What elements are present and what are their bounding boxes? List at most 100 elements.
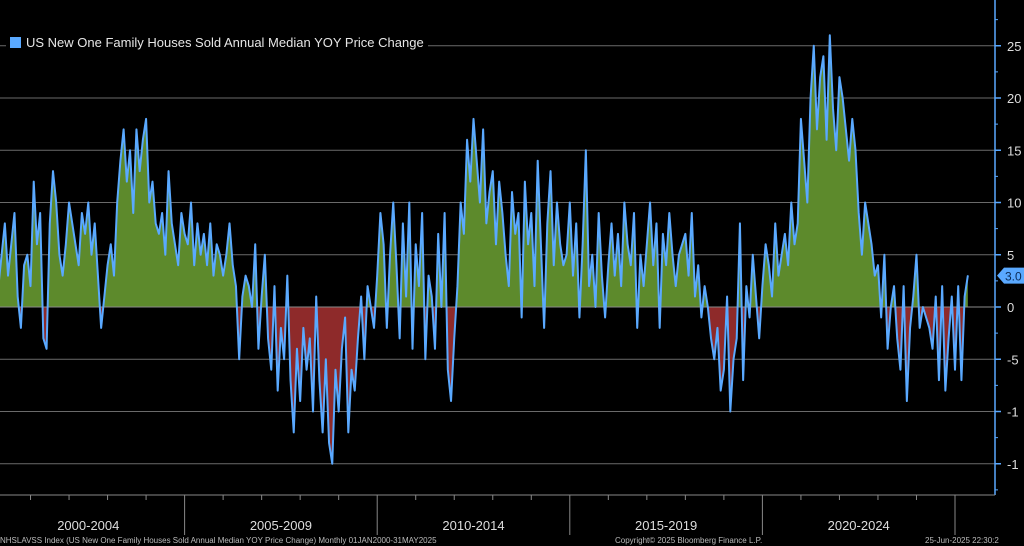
data-point bbox=[800, 118, 802, 120]
data-point bbox=[482, 128, 484, 130]
data-point bbox=[960, 379, 963, 381]
data-point bbox=[575, 222, 577, 224]
data-point bbox=[376, 275, 378, 277]
data-point bbox=[216, 243, 218, 245]
data-point bbox=[273, 285, 276, 287]
data-point bbox=[49, 222, 51, 224]
data-point bbox=[691, 212, 693, 214]
data-point bbox=[598, 212, 600, 214]
data-point bbox=[643, 285, 645, 287]
y-tick-label: 10 bbox=[1007, 196, 1021, 211]
data-point bbox=[565, 254, 568, 256]
data-point bbox=[309, 337, 311, 339]
y-tick-label: -1 bbox=[1007, 405, 1019, 420]
data-point bbox=[350, 369, 353, 371]
data-point bbox=[758, 337, 760, 339]
data-point bbox=[444, 212, 446, 214]
data-point bbox=[392, 201, 394, 204]
data-point bbox=[318, 379, 321, 381]
data-point bbox=[411, 348, 414, 350]
data-point bbox=[790, 201, 792, 204]
data-point bbox=[55, 201, 57, 204]
data-point bbox=[864, 201, 866, 204]
data-point bbox=[877, 264, 879, 266]
data-point bbox=[132, 212, 134, 214]
data-point bbox=[508, 285, 510, 287]
data-point bbox=[858, 212, 860, 214]
data-point bbox=[829, 34, 831, 36]
data-point bbox=[110, 243, 112, 245]
data-point bbox=[867, 222, 869, 224]
data-point bbox=[896, 337, 898, 339]
data-point bbox=[909, 327, 911, 329]
data-point bbox=[671, 254, 674, 256]
data-point bbox=[408, 201, 410, 204]
data-point bbox=[235, 285, 237, 287]
data-point bbox=[469, 181, 471, 183]
last-value-tag bbox=[997, 267, 1024, 284]
data-point bbox=[684, 233, 686, 235]
data-point bbox=[203, 233, 205, 235]
data-point bbox=[10, 243, 12, 245]
data-point bbox=[97, 275, 99, 277]
data-point bbox=[630, 264, 632, 266]
data-point bbox=[383, 243, 385, 245]
data-point bbox=[636, 327, 638, 329]
data-point bbox=[78, 264, 80, 266]
data-point bbox=[90, 254, 93, 256]
data-point bbox=[270, 369, 272, 371]
data-point bbox=[193, 264, 195, 266]
x-tick-label: 2010-2014 bbox=[442, 518, 504, 533]
data-point bbox=[845, 128, 847, 130]
data-point bbox=[861, 254, 863, 256]
data-point bbox=[142, 139, 144, 141]
y-tick-label: 25 bbox=[1007, 39, 1021, 54]
data-point bbox=[135, 128, 138, 130]
data-point bbox=[944, 390, 946, 392]
data-point bbox=[935, 295, 937, 298]
data-point bbox=[745, 285, 747, 287]
data-point bbox=[716, 327, 719, 329]
data-point bbox=[906, 400, 908, 402]
data-point bbox=[662, 233, 664, 235]
data-point bbox=[29, 285, 32, 287]
data-point bbox=[450, 400, 452, 402]
data-point bbox=[100, 327, 102, 329]
data-point bbox=[62, 275, 64, 277]
data-point bbox=[39, 212, 41, 214]
data-point bbox=[232, 264, 234, 266]
data-point bbox=[322, 431, 324, 433]
data-point bbox=[238, 358, 240, 360]
data-point bbox=[697, 264, 699, 266]
data-point bbox=[123, 128, 125, 130]
data-point bbox=[299, 400, 301, 402]
data-point bbox=[177, 264, 179, 266]
data-point bbox=[771, 295, 773, 298]
data-point bbox=[386, 327, 388, 329]
data-point bbox=[241, 295, 243, 298]
data-point bbox=[87, 201, 89, 204]
data-point bbox=[421, 212, 423, 214]
data-point bbox=[174, 243, 176, 245]
data-point bbox=[700, 316, 703, 319]
data-point bbox=[886, 348, 889, 350]
data-point bbox=[472, 118, 475, 120]
data-point bbox=[777, 275, 780, 277]
data-point bbox=[200, 254, 202, 256]
data-point bbox=[277, 390, 279, 392]
data-point bbox=[623, 201, 625, 204]
data-point bbox=[366, 285, 369, 287]
data-point bbox=[649, 201, 651, 204]
data-point bbox=[707, 306, 709, 308]
data-point bbox=[546, 222, 548, 224]
data-point bbox=[33, 181, 35, 183]
data-point bbox=[222, 275, 224, 277]
data-point bbox=[341, 348, 343, 350]
data-point bbox=[4, 222, 6, 224]
data-point bbox=[607, 264, 609, 266]
data-point bbox=[209, 222, 211, 224]
data-point bbox=[511, 191, 513, 193]
data-point bbox=[338, 410, 340, 413]
data-point bbox=[912, 295, 914, 298]
